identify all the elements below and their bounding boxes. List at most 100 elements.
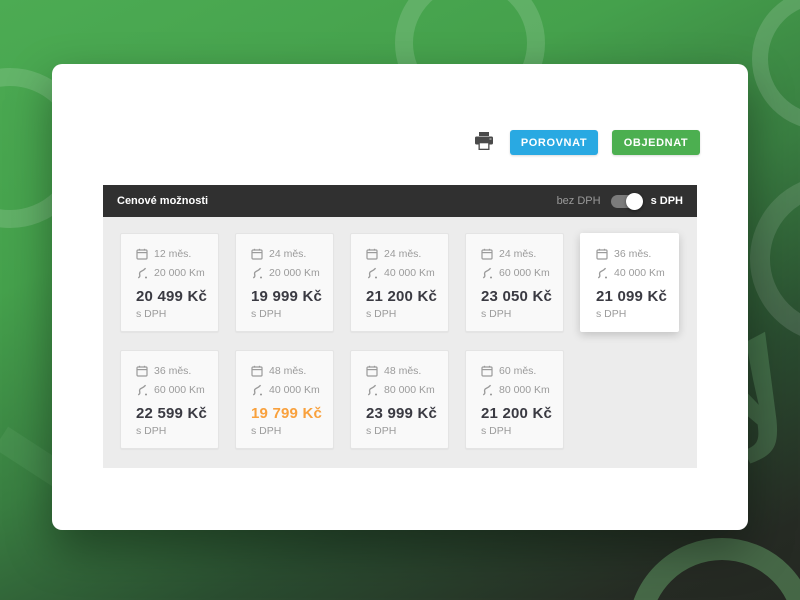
price-label: 21 200 Kč — [366, 288, 438, 305]
route-icon — [136, 267, 148, 279]
mileage-row: 60 000 Km — [136, 382, 218, 398]
mileage-label: 60 000 Km — [499, 267, 550, 279]
calendar-icon — [251, 248, 263, 260]
vat-note: s DPH — [251, 308, 282, 320]
mileage-label: 40 000 Km — [384, 267, 435, 279]
route-icon — [481, 267, 493, 279]
vat-note: s DPH — [136, 425, 167, 437]
mileage-row: 20 000 Km — [251, 265, 333, 281]
route-icon — [366, 267, 378, 279]
term-row: 60 měs. — [481, 363, 563, 379]
pricing-header-bar: Cenové možnosti bez DPH s DPH — [103, 185, 697, 217]
vat-note: s DPH — [136, 308, 167, 320]
vat-note: s DPH — [251, 425, 282, 437]
pricing-card[interactable]: 60 měs. 80 000 Km 21 200 Kč s DPH — [465, 350, 564, 449]
mileage-row: 60 000 Km — [481, 265, 563, 281]
mileage-row: 20 000 Km — [136, 265, 218, 281]
section-title: Cenové možnosti — [117, 195, 209, 207]
decor-ring-bottom — [628, 538, 800, 600]
route-icon — [136, 384, 148, 396]
term-label: 48 měs. — [384, 365, 422, 377]
toolbar: POROVNAT OBJEDNAT — [472, 130, 700, 155]
vat-toggle[interactable] — [610, 192, 643, 210]
vat-toggle-on-label: s DPH — [650, 195, 683, 207]
price-label: 23 050 Kč — [481, 288, 553, 305]
mileage-label: 60 000 Km — [154, 384, 205, 396]
pricing-card[interactable]: 48 měs. 80 000 Km 23 999 Kč s DPH — [350, 350, 449, 449]
vat-note: s DPH — [481, 308, 512, 320]
mileage-label: 80 000 Km — [384, 384, 435, 396]
route-icon — [251, 267, 263, 279]
price-label: 19 799 Kč — [251, 405, 323, 422]
term-label: 24 měs. — [384, 248, 422, 260]
vat-toggle-group: bez DPH s DPH — [556, 192, 683, 210]
pricing-card[interactable]: 24 měs. 20 000 Km 19 999 Kč s DPH — [235, 233, 334, 332]
term-label: 60 měs. — [499, 365, 537, 377]
pricing-card[interactable]: 36 měs. 40 000 Km 21 099 Kč s DPH — [580, 233, 679, 332]
price-label: 21 200 Kč — [481, 405, 553, 422]
price-label: 22 599 Kč — [136, 405, 208, 422]
print-button[interactable] — [472, 131, 496, 155]
calendar-icon — [251, 365, 263, 377]
term-row: 48 měs. — [251, 363, 333, 379]
pricing-card[interactable]: 24 měs. 40 000 Km 21 200 Kč s DPH — [350, 233, 449, 332]
route-icon — [481, 384, 493, 396]
term-row: 48 měs. — [366, 363, 448, 379]
term-label: 12 měs. — [154, 248, 192, 260]
vat-toggle-off-label: bez DPH — [556, 195, 601, 207]
pricing-card[interactable]: 48 měs. 40 000 Km 19 799 Kč s DPH — [235, 350, 334, 449]
route-icon — [596, 267, 608, 279]
vat-note: s DPH — [366, 425, 397, 437]
mileage-row: 40 000 Km — [366, 265, 448, 281]
printer-icon — [474, 131, 494, 154]
pricing-content: 12 měs. 20 000 Km 20 499 Kč s DPH — [103, 217, 697, 468]
term-label: 36 měs. — [614, 248, 652, 260]
price-label: 19 999 Kč — [251, 288, 323, 305]
pricing-cards-grid: 12 měs. 20 000 Km 20 499 Kč s DPH — [120, 233, 680, 449]
calendar-icon — [136, 365, 148, 377]
pricing-card[interactable]: 12 měs. 20 000 Km 20 499 Kč s DPH — [120, 233, 219, 332]
decor-ring-right — [750, 175, 800, 343]
term-row: 24 měs. — [366, 246, 448, 262]
pricing-card[interactable]: 24 měs. 60 000 Km 23 050 Kč s DPH — [465, 233, 564, 332]
price-label: 20 499 Kč — [136, 288, 208, 305]
decor-ring-top-right — [752, 0, 800, 130]
mileage-row: 40 000 Km — [251, 382, 333, 398]
pricing-card[interactable]: 36 měs. 60 000 Km 22 599 Kč s DPH — [120, 350, 219, 449]
calendar-icon — [481, 248, 493, 260]
route-icon — [251, 384, 263, 396]
vat-note: s DPH — [366, 308, 397, 320]
mileage-row: 80 000 Km — [366, 382, 448, 398]
calendar-icon — [596, 248, 608, 260]
mileage-label: 20 000 Km — [154, 267, 205, 279]
compare-button[interactable]: POROVNAT — [510, 130, 598, 155]
vat-toggle-knob — [625, 192, 643, 210]
vat-note: s DPH — [481, 425, 512, 437]
term-row: 36 měs. — [596, 246, 678, 262]
term-label: 24 měs. — [269, 248, 307, 260]
term-row: 36 měs. — [136, 363, 218, 379]
vat-note: s DPH — [596, 308, 627, 320]
pricing-panel: POROVNAT OBJEDNAT Cenové možnosti bez DP… — [52, 64, 748, 530]
calendar-icon — [366, 248, 378, 260]
term-row: 12 měs. — [136, 246, 218, 262]
mileage-label: 80 000 Km — [499, 384, 550, 396]
order-button[interactable]: OBJEDNAT — [612, 130, 700, 155]
mileage-label: 20 000 Km — [269, 267, 320, 279]
mileage-row: 40 000 Km — [596, 265, 678, 281]
term-row: 24 měs. — [481, 246, 563, 262]
calendar-icon — [366, 365, 378, 377]
price-label: 23 999 Kč — [366, 405, 438, 422]
term-row: 24 měs. — [251, 246, 333, 262]
mileage-label: 40 000 Km — [269, 384, 320, 396]
route-icon — [366, 384, 378, 396]
mileage-label: 40 000 Km — [614, 267, 665, 279]
term-label: 24 měs. — [499, 248, 537, 260]
mileage-row: 80 000 Km — [481, 382, 563, 398]
price-label: 21 099 Kč — [596, 288, 668, 305]
calendar-icon — [481, 365, 493, 377]
calendar-icon — [136, 248, 148, 260]
term-label: 36 měs. — [154, 365, 192, 377]
term-label: 48 měs. — [269, 365, 307, 377]
